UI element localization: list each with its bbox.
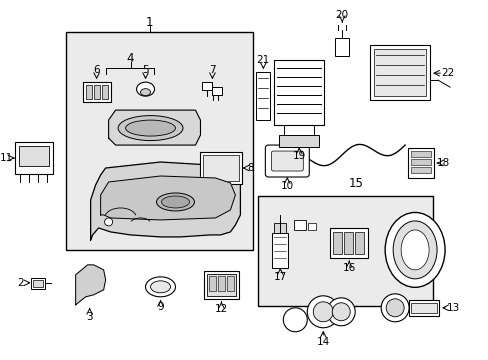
Bar	[33, 280, 42, 287]
Text: 1: 1	[145, 16, 153, 29]
Ellipse shape	[392, 221, 436, 279]
Text: 13: 13	[446, 303, 459, 313]
Bar	[85, 85, 91, 99]
Bar	[272, 233, 288, 268]
Text: 12: 12	[214, 304, 227, 314]
Bar	[354, 232, 364, 254]
Ellipse shape	[400, 230, 428, 270]
Bar	[256, 72, 270, 120]
Ellipse shape	[150, 281, 170, 293]
Bar	[19, 146, 49, 166]
Bar	[344, 232, 352, 254]
Polygon shape	[90, 162, 240, 240]
Ellipse shape	[125, 120, 175, 136]
Bar	[274, 60, 324, 125]
FancyBboxPatch shape	[271, 151, 303, 171]
FancyBboxPatch shape	[265, 145, 308, 177]
Bar	[102, 85, 107, 99]
Text: 19: 19	[292, 151, 305, 161]
Text: 6: 6	[93, 65, 100, 75]
Bar	[65, 32, 253, 250]
Bar	[335, 38, 348, 56]
Bar	[15, 142, 53, 174]
Bar	[407, 148, 433, 178]
Text: 9: 9	[157, 302, 163, 312]
Text: 11: 11	[0, 153, 13, 163]
Text: 14: 14	[316, 337, 329, 347]
Circle shape	[380, 294, 408, 322]
Bar	[373, 49, 425, 96]
Text: 18: 18	[436, 158, 449, 168]
Bar	[203, 155, 239, 181]
Ellipse shape	[156, 193, 194, 211]
Bar	[294, 220, 305, 230]
Polygon shape	[108, 110, 200, 145]
Bar	[329, 228, 367, 258]
Bar	[204, 271, 239, 299]
Circle shape	[283, 308, 306, 332]
Bar	[202, 82, 212, 90]
Polygon shape	[101, 176, 235, 220]
Ellipse shape	[136, 82, 154, 96]
Bar	[410, 159, 430, 165]
Bar	[212, 87, 222, 95]
Ellipse shape	[140, 89, 150, 96]
Circle shape	[386, 299, 403, 317]
Bar	[279, 135, 319, 147]
Bar	[227, 276, 234, 291]
Bar	[274, 223, 286, 233]
Circle shape	[313, 302, 332, 322]
Bar	[307, 223, 316, 230]
Bar	[410, 167, 430, 173]
Polygon shape	[76, 265, 105, 305]
Text: 7: 7	[209, 65, 215, 75]
Bar	[200, 152, 242, 184]
Bar	[408, 300, 438, 316]
Text: 2: 2	[18, 278, 24, 288]
Text: 20: 20	[335, 10, 348, 20]
Text: 17: 17	[273, 272, 286, 282]
Bar	[218, 276, 225, 291]
Bar	[410, 303, 436, 313]
Circle shape	[326, 298, 354, 326]
Ellipse shape	[118, 116, 183, 140]
Text: 10: 10	[280, 181, 293, 191]
Ellipse shape	[145, 277, 175, 297]
Bar	[31, 278, 44, 289]
Bar	[209, 276, 216, 291]
Text: 5: 5	[142, 65, 148, 75]
Bar	[410, 151, 430, 157]
Text: 15: 15	[347, 177, 363, 190]
Circle shape	[104, 218, 112, 226]
Bar	[332, 232, 342, 254]
Ellipse shape	[161, 196, 189, 208]
Bar	[93, 85, 100, 99]
Text: 8: 8	[246, 163, 253, 173]
Circle shape	[331, 303, 349, 321]
Bar	[369, 45, 429, 100]
Ellipse shape	[385, 212, 444, 287]
Bar	[82, 82, 110, 102]
Text: 4: 4	[126, 52, 134, 65]
Bar	[258, 196, 432, 306]
Circle shape	[306, 296, 339, 328]
Text: 22: 22	[441, 68, 454, 78]
Text: 21: 21	[256, 55, 269, 65]
Text: 16: 16	[342, 263, 355, 273]
Text: 3: 3	[86, 312, 93, 322]
Bar	[207, 274, 236, 296]
